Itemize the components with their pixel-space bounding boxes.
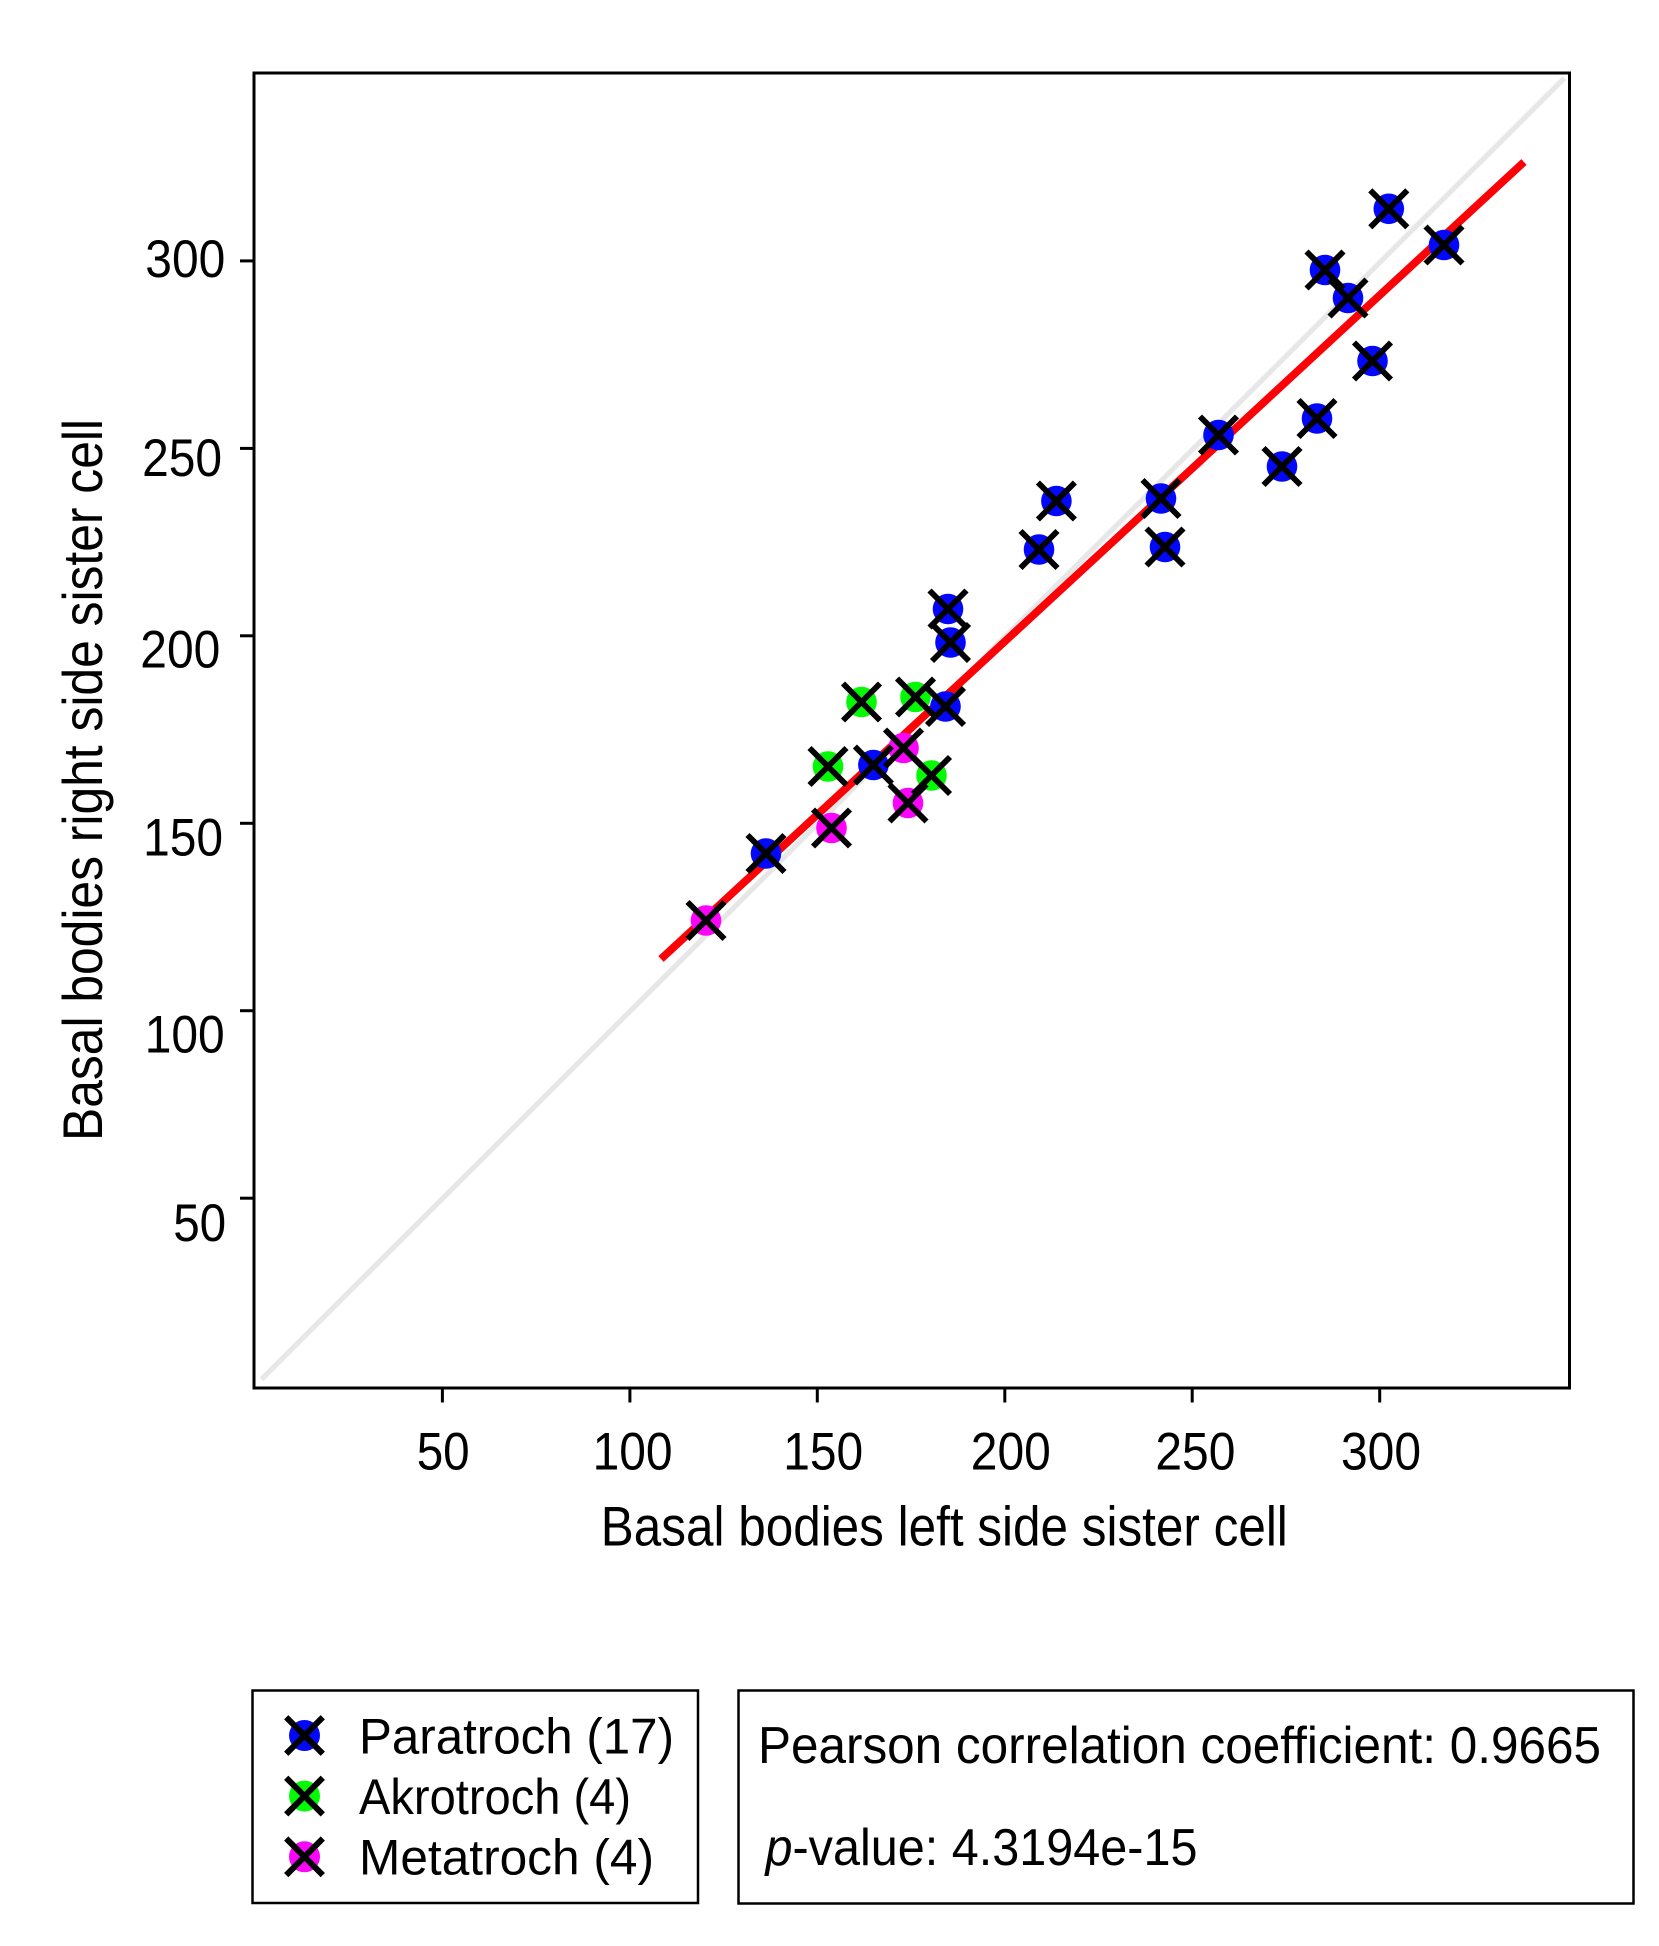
svg-text:Pearson correlation coefficien: Pearson correlation coefficient: 0.9665: [758, 1717, 1601, 1775]
svg-text:250: 250: [1155, 1423, 1235, 1482]
svg-text:Akrotroch (4): Akrotroch (4): [359, 1768, 631, 1825]
svg-text:p: p: [764, 1819, 793, 1877]
svg-text:-value: 4.3194e-15: -value: 4.3194e-15: [793, 1819, 1198, 1877]
svg-text:100: 100: [593, 1423, 673, 1482]
svg-text:200: 200: [971, 1423, 1051, 1482]
svg-text:50: 50: [173, 1194, 226, 1253]
svg-text:150: 150: [143, 809, 223, 868]
svg-text:100: 100: [145, 1006, 225, 1065]
svg-text:250: 250: [142, 429, 222, 488]
svg-text:200: 200: [140, 621, 220, 680]
svg-text:Basal bodies left side sister: Basal bodies left side sister cell: [601, 1496, 1288, 1558]
svg-text:Metatroch (4): Metatroch (4): [359, 1829, 654, 1886]
svg-text:300: 300: [1341, 1423, 1421, 1482]
svg-text:50: 50: [417, 1423, 470, 1482]
svg-text:Basal bodies right side sister: Basal bodies right side sister cell: [52, 419, 114, 1141]
svg-text:150: 150: [783, 1423, 863, 1482]
svg-text:300: 300: [145, 230, 225, 289]
svg-text:Paratroch (17): Paratroch (17): [359, 1707, 674, 1764]
